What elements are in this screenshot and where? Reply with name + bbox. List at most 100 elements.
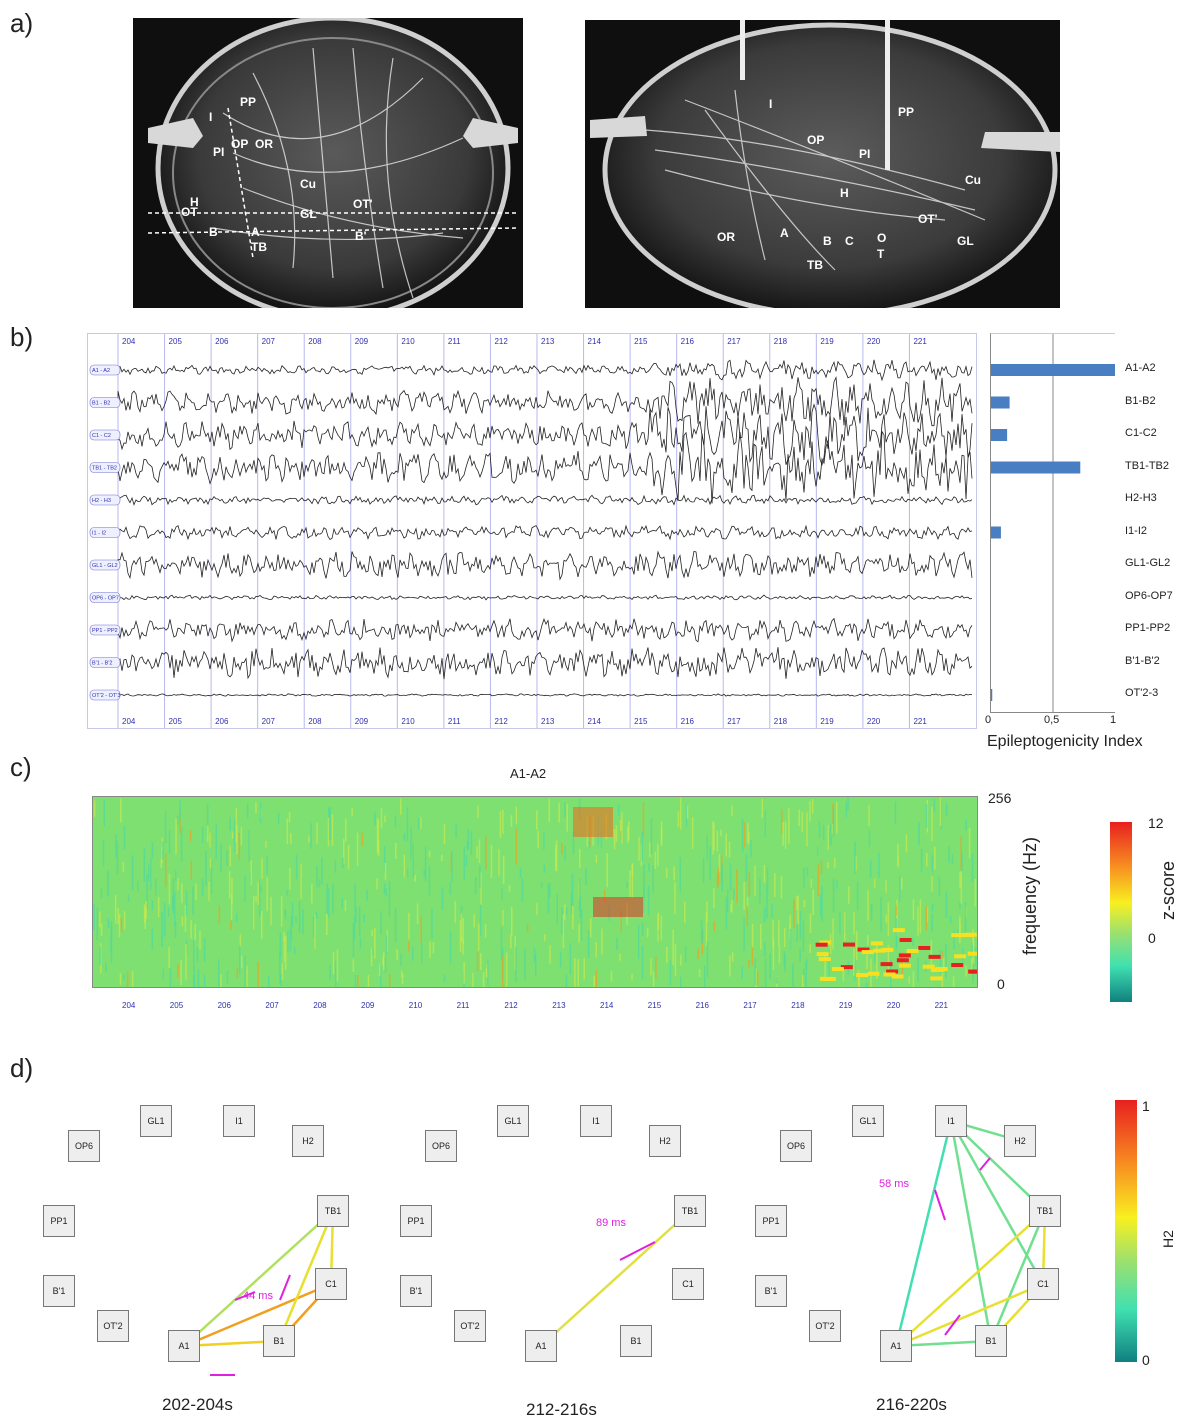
direction-arrow-icon [279, 1274, 291, 1301]
ei-channel-label: PP1-PP2 [1125, 622, 1171, 634]
spectrogram-cell [543, 864, 546, 873]
spectrogram-cell [730, 904, 732, 912]
spectrogram-cell [312, 915, 315, 938]
spectrogram-cell [385, 888, 387, 897]
spectrogram-xtick: 214 [600, 1001, 614, 1010]
spectrogram-cell [763, 864, 766, 883]
spectrogram-cell [279, 950, 281, 984]
spectrogram-cell [363, 914, 365, 923]
spectrogram-cell [197, 969, 200, 991]
direction-arrow-icon [934, 1189, 946, 1221]
eeg-time-tick-bottom: 209 [355, 717, 369, 726]
graph-edge [183, 1210, 334, 1347]
spectrogram-cell [721, 865, 723, 893]
spectrogram-cell [180, 959, 182, 985]
eeg-traces-panel: 204 204 205 205 206 206 207 207 208 208 209 209 210 2… [87, 333, 977, 729]
spectrogram-cell [284, 909, 287, 920]
spectrogram-cell [107, 918, 110, 928]
xray-lateral-drawing: I PP OP PI H Cu OT' GL OR A B C O T TB [590, 20, 1060, 308]
spectrogram-cell [648, 863, 650, 872]
spectrogram-cell [220, 844, 222, 873]
spectrogram-cell [239, 934, 242, 947]
spectrogram-cell [177, 964, 179, 978]
spectrogram-cell [741, 965, 743, 979]
spectrogram-cell [399, 798, 402, 815]
eeg-channel-tag-text: OT'2 - OT'3 [92, 693, 120, 699]
eeg-time-tick-top: 210 [401, 337, 415, 346]
eeg-channel-tag-text: B'1 - B'2 [92, 661, 112, 667]
spectrogram-cell [229, 817, 231, 831]
spectrogram-cell [853, 912, 855, 935]
spectrogram-cell [925, 804, 928, 828]
spectrogram-cell [370, 948, 373, 967]
spectrogram-cell [354, 883, 356, 913]
spectrogram-cell [99, 946, 101, 966]
spectrogram-cell [258, 880, 261, 917]
eeg-channel-tag-text: PP1 - PP2 [92, 628, 118, 634]
spectrogram-cell [713, 888, 715, 908]
spectrogram-cell [587, 930, 590, 958]
spectrogram-hot-cell [819, 940, 832, 945]
ei-bar [991, 396, 1010, 409]
spectrogram-cell [290, 915, 293, 939]
spectrogram-cell [535, 953, 537, 977]
panel-label-b: b) [10, 322, 34, 352]
spectrogram-cell [482, 972, 485, 996]
spectrogram-cell [945, 891, 948, 918]
spectrogram-cell [386, 930, 389, 952]
spectrogram-cell [548, 798, 550, 822]
spectrogram-cell [378, 963, 381, 977]
spectrogram-cell [766, 885, 768, 919]
spectrogram-cell [250, 860, 252, 885]
graph-edge [894, 1120, 953, 1347]
spectrogram-hot-cell [918, 945, 931, 950]
spectrogram-cell [854, 957, 856, 982]
spectrogram-cell [376, 878, 378, 890]
spectrogram-cell [902, 959, 905, 966]
ei-bar-chart [990, 333, 1115, 713]
spectrogram-cell [716, 872, 719, 888]
spectrogram-cell [769, 953, 771, 980]
spectrogram-cell [315, 912, 318, 919]
spectrogram-cell [971, 941, 973, 954]
spectrogram-cell [459, 919, 462, 952]
spectrogram-cell [358, 906, 361, 937]
spectrogram-cell [803, 900, 806, 908]
spectrogram-cell [380, 963, 382, 995]
spectrogram-cell [830, 823, 832, 846]
spectrogram-cell [798, 809, 800, 826]
ei-channel-label: I1-I2 [1125, 524, 1148, 537]
graph-edge [895, 1210, 1046, 1347]
spectrogram-cell [383, 846, 386, 873]
spectrogram-cell [354, 975, 357, 991]
spectrogram-cell [240, 827, 243, 846]
eeg-channel-tag [89, 364, 121, 376]
spectrogram-cell [822, 824, 825, 840]
ei-channel-label: OP6-OP7 [1125, 589, 1173, 602]
spectrogram-hot-cell [935, 967, 948, 972]
eeg-time-tick-bottom: 211 [448, 717, 461, 726]
spectrogram-cell [713, 921, 716, 931]
spectrogram-cell [620, 910, 622, 933]
spectrogram-cell [235, 808, 238, 843]
ei-channel-label: GL1-GL2 [1125, 557, 1171, 569]
xray-right-label-cu: Cu [965, 173, 981, 187]
spectrogram-cell [151, 928, 153, 950]
spectrogram-cell [772, 920, 774, 948]
spectrogram-cell [716, 830, 719, 852]
spectrogram-cell [207, 825, 209, 842]
spectrogram-cell [203, 938, 206, 962]
spectrogram-cell [329, 807, 331, 841]
spectrogram-cell [174, 922, 177, 938]
eeg-channel-tag [89, 657, 121, 668]
spectrogram-cell [647, 886, 650, 916]
eeg-time-tick-bottom: 218 [774, 717, 788, 726]
eeg-trace-6 [117, 550, 973, 581]
spectrogram-cell [205, 850, 207, 886]
spectrogram-cell [965, 965, 967, 977]
window-label-3: 216-220s [876, 1395, 947, 1414]
spectrogram-cell [834, 857, 836, 868]
spectrogram-cell [748, 831, 750, 845]
spectrogram-cell [179, 800, 181, 820]
ei-tick-0: 0 [985, 714, 992, 726]
